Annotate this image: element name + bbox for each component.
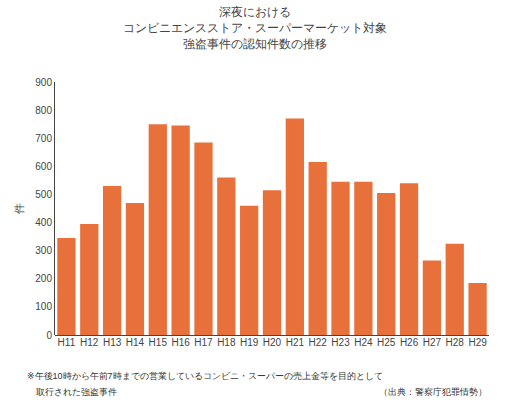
svg-text:H25: H25 [377,337,396,348]
svg-text:H21: H21 [286,337,305,348]
svg-text:H12: H12 [80,337,99,348]
svg-text:H16: H16 [171,337,190,348]
svg-text:H11: H11 [58,337,76,348]
svg-text:H23: H23 [331,337,350,348]
svg-text:※午後10時から午前7時までの営業しているコンビニ・スーパー: ※午後10時から午前7時までの営業しているコンビニ・スーパーの売上金等を目的とし… [27,371,383,381]
svg-text:200: 200 [35,273,52,284]
svg-text:100: 100 [35,301,52,312]
svg-text:900: 900 [35,77,52,88]
svg-text:（出典：警察庁犯罪情勢）: （出典：警察庁犯罪情勢） [379,387,487,397]
svg-text:H22: H22 [309,337,328,348]
svg-text:H14: H14 [126,337,145,348]
svg-text:件: 件 [13,203,25,214]
svg-text:H26: H26 [400,337,419,348]
svg-text:深夜におけるコンビニエンスストア・スーパーマーケット対象強盗: 深夜におけるコンビニエンスストア・スーパーマーケット対象強盗事件の認知件数の推移 [123,5,387,50]
svg-text:H24: H24 [354,337,373,348]
svg-text:H27: H27 [423,337,442,348]
svg-text:H28: H28 [446,337,465,348]
svg-text:500: 500 [35,189,52,200]
svg-text:300: 300 [35,245,52,256]
svg-text:H15: H15 [149,337,168,348]
svg-text:H13: H13 [103,337,122,348]
svg-text:取行された強盗事件: 取行された強盗事件 [27,387,117,397]
svg-text:H17: H17 [194,337,213,348]
svg-text:H20: H20 [263,337,282,348]
svg-text:800: 800 [35,105,52,116]
svg-text:0: 0 [46,330,52,341]
svg-text:H18: H18 [217,337,236,348]
svg-text:600: 600 [35,161,52,172]
svg-text:H29: H29 [468,337,487,348]
svg-text:H19: H19 [240,337,259,348]
svg-text:400: 400 [35,217,52,228]
svg-text:700: 700 [35,133,52,144]
